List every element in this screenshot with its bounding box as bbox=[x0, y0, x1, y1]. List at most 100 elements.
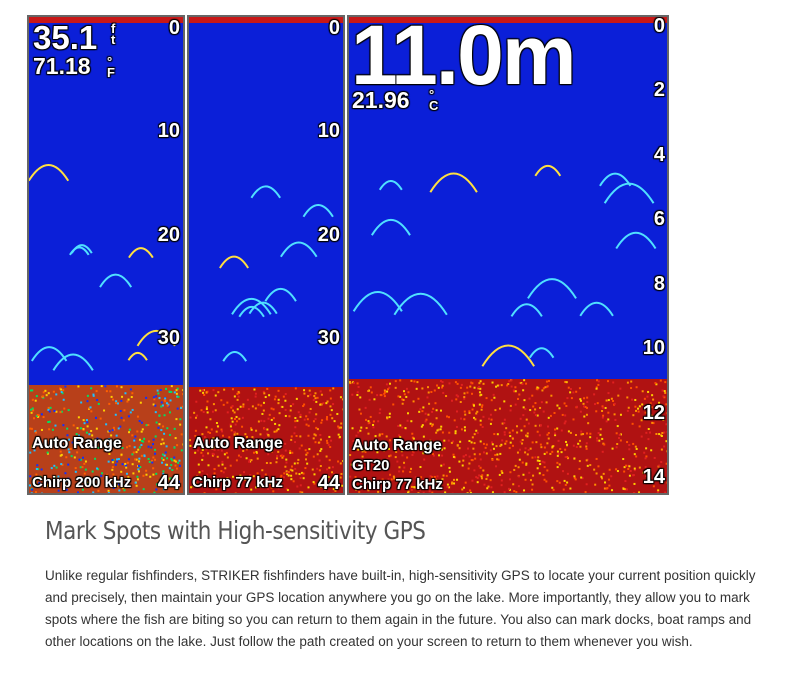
bottom-speckle bbox=[68, 438, 71, 441]
bottom-speckle bbox=[41, 395, 44, 398]
bottom-speckle bbox=[480, 408, 483, 411]
bottom-speckle bbox=[226, 456, 229, 459]
bottom-speckle bbox=[113, 428, 116, 431]
bottom-speckle bbox=[176, 407, 179, 410]
bottom-speckle bbox=[307, 434, 310, 437]
bottom-speckle bbox=[569, 391, 572, 394]
bottom-speckle bbox=[532, 474, 535, 477]
depth-scale-label: 0 bbox=[328, 17, 340, 39]
bottom-speckle bbox=[84, 460, 87, 463]
bottom-speckle bbox=[124, 481, 127, 484]
bottom-speckle bbox=[239, 405, 242, 408]
bottom-speckle bbox=[145, 473, 148, 476]
bottom-speckle bbox=[180, 449, 183, 452]
bottom-speckle bbox=[411, 436, 414, 439]
bottom-speckle bbox=[284, 442, 287, 445]
bottom-speckle bbox=[616, 470, 619, 473]
bottom-speckle bbox=[154, 404, 157, 407]
bottom-speckle bbox=[457, 395, 460, 398]
bottom-speckle bbox=[642, 471, 645, 474]
bottom-speckle bbox=[223, 453, 226, 456]
depth-scale-label: 10 bbox=[157, 120, 180, 143]
bottom-speckle bbox=[503, 422, 506, 425]
bottom-speckle bbox=[556, 466, 559, 469]
bottom-speckle bbox=[575, 405, 578, 408]
bottom-speckle bbox=[554, 434, 557, 437]
bottom-speckle bbox=[659, 379, 662, 382]
bottom-speckle bbox=[595, 387, 598, 390]
bottom-speckle bbox=[329, 413, 332, 416]
bottom-speckle bbox=[134, 458, 137, 461]
bottom-speckle bbox=[503, 431, 506, 434]
bottom-speckle bbox=[351, 393, 354, 396]
bottom-speckle bbox=[355, 434, 358, 437]
bottom-speckle bbox=[583, 405, 586, 408]
bottom-speckle bbox=[380, 443, 383, 446]
bottom-speckle bbox=[67, 477, 70, 480]
bottom-speckle bbox=[300, 444, 303, 447]
bottom-speckle bbox=[175, 467, 178, 470]
bottom-speckle bbox=[331, 466, 334, 469]
bottom-speckle bbox=[252, 475, 255, 478]
bottom-speckle bbox=[599, 428, 602, 431]
bottom-speckle bbox=[431, 423, 434, 426]
bottom-speckle bbox=[524, 478, 527, 481]
bottom-speckle bbox=[295, 472, 298, 475]
bottom-speckle bbox=[83, 472, 86, 475]
bottom-speckle bbox=[637, 407, 640, 410]
fish-arch bbox=[579, 301, 614, 317]
bottom-speckle bbox=[597, 465, 600, 468]
bottom-speckle bbox=[510, 385, 513, 388]
bottom-speckle bbox=[92, 394, 95, 397]
bottom-speckle bbox=[585, 442, 588, 445]
bottom-speckle bbox=[536, 467, 539, 470]
bottom-speckle bbox=[388, 386, 391, 389]
bottom-speckle bbox=[177, 461, 180, 464]
bottom-speckle bbox=[243, 471, 246, 474]
bottom-speckle bbox=[612, 399, 615, 402]
bottom-speckle bbox=[108, 452, 111, 455]
bottom-speckle bbox=[398, 470, 401, 473]
bottom-speckle bbox=[453, 419, 456, 422]
bottom-speckle bbox=[66, 427, 69, 430]
bottom-speckle bbox=[163, 454, 166, 457]
bottom-speckle bbox=[90, 483, 93, 486]
bottom-speckle bbox=[314, 441, 317, 444]
fish-arch bbox=[127, 351, 148, 361]
bottom-speckle bbox=[641, 390, 644, 393]
bottom-speckle bbox=[131, 392, 134, 395]
bottom-speckle bbox=[536, 430, 539, 433]
bottom-speckle bbox=[211, 452, 214, 455]
bottom-speckle bbox=[111, 461, 114, 464]
bottom-speckle bbox=[615, 468, 618, 471]
bottom-speckle bbox=[145, 424, 148, 427]
bottom-speckle bbox=[412, 451, 415, 454]
bottom-speckle bbox=[235, 415, 238, 418]
bottom-speckle bbox=[206, 390, 209, 393]
bottom-speckle bbox=[290, 435, 293, 438]
bottom-speckle bbox=[290, 478, 293, 481]
bottom-speckle bbox=[557, 452, 560, 455]
depth-scale-label: 0 bbox=[653, 15, 665, 37]
bottom-speckle bbox=[408, 445, 411, 448]
bottom-speckle bbox=[195, 482, 198, 485]
bottom-speckle bbox=[464, 413, 467, 416]
bottom-speckle bbox=[398, 466, 401, 469]
bottom-speckle bbox=[253, 388, 256, 391]
bottom-speckle bbox=[395, 450, 398, 453]
bottom-speckle bbox=[323, 478, 326, 481]
bottom-speckle bbox=[536, 388, 539, 391]
bottom-speckle bbox=[96, 399, 99, 402]
bottom-speckle bbox=[267, 417, 270, 420]
bottom-speckle bbox=[611, 489, 614, 492]
bottom-speckle bbox=[223, 388, 226, 391]
bottom-speckle bbox=[68, 485, 71, 488]
bottom-speckle bbox=[138, 420, 141, 423]
fish-arch bbox=[250, 185, 281, 199]
bottom-speckle bbox=[233, 433, 236, 436]
bottom-speckle bbox=[157, 426, 160, 429]
bottom-speckle bbox=[387, 478, 390, 481]
bottom-speckle bbox=[108, 437, 111, 440]
bottom-speckle bbox=[654, 382, 657, 385]
bottom-speckle bbox=[377, 490, 380, 493]
